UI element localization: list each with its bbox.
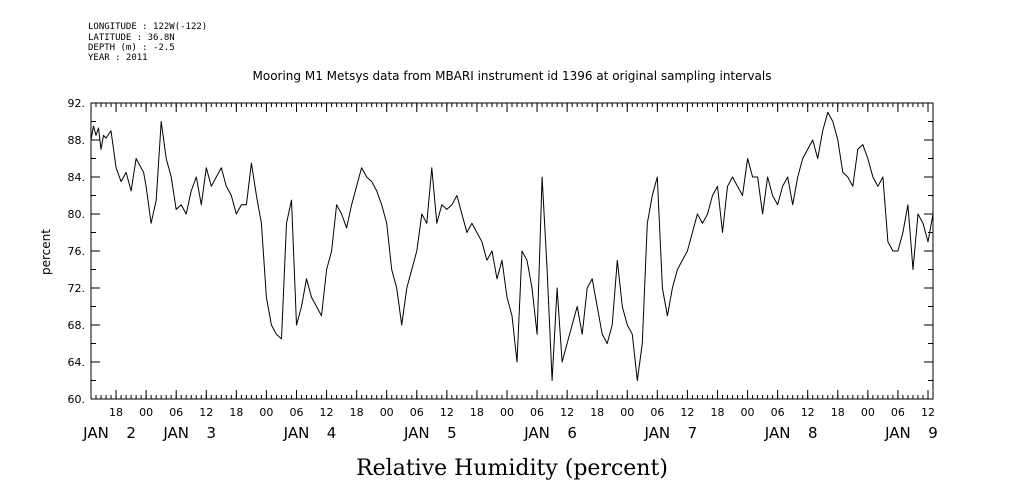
y-tick-label: 60. bbox=[68, 393, 86, 406]
day-label: JAN bbox=[523, 424, 550, 442]
y-tick-label: 84. bbox=[68, 171, 86, 184]
day-labels: JAN 2 JAN 3 JAN 4 JAN 5 JAN 6 JAN 7 JAN 8 JAN 9 bbox=[82, 424, 938, 442]
x-tick-label: 18 bbox=[350, 406, 364, 419]
day-label: 7 bbox=[688, 424, 698, 442]
x-tick-label: 12 bbox=[680, 406, 694, 419]
x-tick-label: 06 bbox=[169, 406, 183, 419]
day-label: JAN bbox=[283, 424, 310, 442]
x-tick-label: 06 bbox=[650, 406, 664, 419]
metadata-block: LONGITUDE : 122W(-122) LATITUDE : 36.8N … bbox=[88, 22, 207, 63]
x-tick-label: 00 bbox=[500, 406, 514, 419]
day-label: 9 bbox=[928, 424, 938, 442]
day-label: JAN bbox=[884, 424, 911, 442]
x-tick-label: 12 bbox=[801, 406, 815, 419]
x-tick-label: 12 bbox=[560, 406, 574, 419]
day-label: 2 bbox=[126, 424, 136, 442]
y-axis-label: percent bbox=[39, 229, 53, 275]
x-tick-label: 00 bbox=[620, 406, 634, 419]
x-tick-label: 12 bbox=[320, 406, 334, 419]
day-label: 5 bbox=[447, 424, 457, 442]
meta-year: YEAR : 2011 bbox=[88, 53, 148, 63]
x-tick-label: 06 bbox=[289, 406, 303, 419]
day-label: 3 bbox=[207, 424, 217, 442]
day-label: JAN bbox=[403, 424, 430, 442]
plot-frame bbox=[90, 102, 934, 400]
day-label: JAN bbox=[644, 424, 671, 442]
x-tick-label: 00 bbox=[380, 406, 394, 419]
day-label: JAN bbox=[82, 424, 109, 442]
x-tick-label: 06 bbox=[410, 406, 424, 419]
x-tick-label: 12 bbox=[199, 406, 213, 419]
x-tick-label: 18 bbox=[229, 406, 243, 419]
series-line-relative-humidity bbox=[90, 111, 934, 381]
y-tick-label: 68. bbox=[68, 319, 86, 332]
day-label: JAN bbox=[764, 424, 791, 442]
day-label: JAN bbox=[162, 424, 189, 442]
x-tick-label: 00 bbox=[139, 406, 153, 419]
x-tick-label: 18 bbox=[710, 406, 724, 419]
chart-title: Mooring M1 Metsys data from MBARI instru… bbox=[253, 69, 772, 83]
meta-depth: DEPTH (m) : -2.5 bbox=[88, 43, 175, 53]
meta-longitude: LONGITUDE : 122W(-122) bbox=[88, 22, 207, 32]
x-tick-labels: 18 00 06 12 18 00 06 12 18 00 06 12 18 00 06 12 18 00 06 12… bbox=[109, 406, 935, 419]
x-tick-label: 12 bbox=[440, 406, 454, 419]
x-axis-label: Relative Humidity (percent) bbox=[356, 456, 668, 481]
y-tick-label: 72. bbox=[68, 282, 86, 295]
day-label: 6 bbox=[567, 424, 577, 442]
day-label: 4 bbox=[327, 424, 337, 442]
x-tick-label: 18 bbox=[831, 406, 845, 419]
y-tick-label: 80. bbox=[68, 208, 86, 221]
x-tick-label: 06 bbox=[891, 406, 905, 419]
x-tick-label: 18 bbox=[109, 406, 123, 419]
x-tick-label: 00 bbox=[861, 406, 875, 419]
x-tick-label: 06 bbox=[771, 406, 785, 419]
y-tick-label: 64. bbox=[68, 356, 86, 369]
y-tick-label: 76. bbox=[68, 245, 86, 258]
day-label: 8 bbox=[808, 424, 818, 442]
series-layer bbox=[90, 111, 934, 381]
y-tick-label: 88. bbox=[68, 134, 86, 147]
x-tick-label: 00 bbox=[259, 406, 273, 419]
tick-marks bbox=[90, 102, 934, 400]
x-tick-label: 18 bbox=[590, 406, 604, 419]
meta-latitude: LATITUDE : 36.8N bbox=[88, 33, 175, 43]
x-tick-label: 00 bbox=[741, 406, 755, 419]
x-tick-label: 18 bbox=[470, 406, 484, 419]
x-tick-label: 12 bbox=[921, 406, 935, 419]
y-tick-label: 92. bbox=[68, 97, 86, 110]
x-tick-label: 06 bbox=[530, 406, 544, 419]
y-tick-labels: 60. 64. 68. 72. 76. 80. 84. 88. 92. bbox=[68, 97, 86, 406]
